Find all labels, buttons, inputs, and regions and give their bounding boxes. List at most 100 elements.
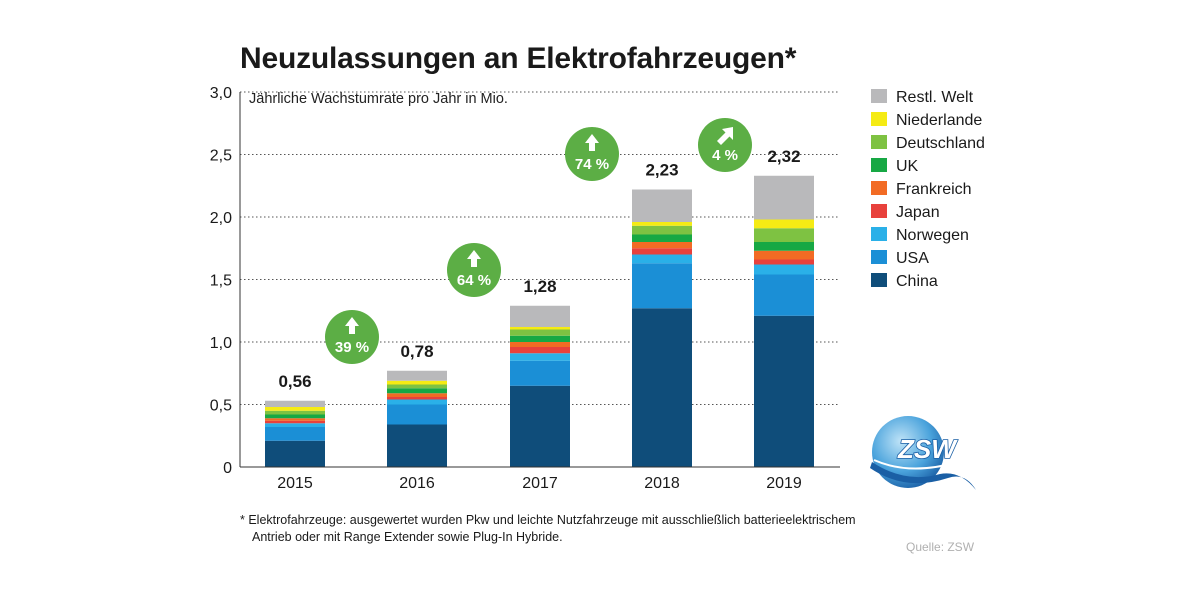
bar-segment-restl-welt-2017 bbox=[510, 305, 570, 327]
arrow-up-icon bbox=[585, 134, 599, 151]
bar-segment-china-2015 bbox=[265, 440, 325, 467]
legend-label: Restl. Welt bbox=[896, 89, 974, 106]
bar-segment-niederlande-2019 bbox=[754, 219, 814, 229]
logo-globe-icon bbox=[872, 416, 944, 488]
legend-swatch bbox=[871, 273, 887, 287]
legend-swatch bbox=[871, 227, 887, 241]
logo-swoosh-icon bbox=[870, 462, 976, 490]
arrow-up-icon bbox=[467, 250, 481, 267]
x-axis-ticks: 2015 2016 2017 2018 2019 bbox=[277, 475, 802, 492]
arrow-up-icon bbox=[345, 317, 359, 334]
x-tick-label: 2018 bbox=[644, 475, 680, 492]
legend: Restl. Welt Niederlande Deutschland UK Frank… bbox=[871, 89, 985, 290]
legend-swatch bbox=[871, 112, 887, 126]
bar-segment-deutschland-2019 bbox=[754, 228, 814, 242]
legend-swatch bbox=[871, 250, 887, 264]
total-label: 0,78 bbox=[400, 342, 433, 361]
bar-segment-deutschland-2015 bbox=[265, 410, 325, 415]
total-label: 2,23 bbox=[645, 161, 678, 180]
bar-segment-norwegen-2018 bbox=[632, 254, 692, 264]
bar-segment-deutschland-2018 bbox=[632, 225, 692, 235]
y-tick-label: 2,5 bbox=[210, 148, 232, 165]
footnote: * Elektrofahrzeuge: ausgewertet wurden P… bbox=[240, 512, 940, 546]
bar-segment-japan-2019 bbox=[754, 259, 814, 265]
total-label: 1,28 bbox=[523, 277, 556, 296]
legend-swatch bbox=[871, 158, 887, 172]
bar-segment-norwegen-2019 bbox=[754, 264, 814, 275]
bar-segment-usa-2019 bbox=[754, 274, 814, 316]
bar-segment-uk-2017 bbox=[510, 335, 570, 342]
legend-swatch bbox=[871, 204, 887, 218]
logo-stripe-icon bbox=[873, 459, 959, 470]
bar-segment-china-2019 bbox=[754, 315, 814, 467]
bar-segment-deutschland-2016 bbox=[387, 384, 447, 389]
legend-label: China bbox=[896, 273, 938, 290]
bar-segment-niederlande-2016 bbox=[387, 380, 447, 385]
legend-label: Norwegen bbox=[896, 227, 969, 244]
bar-segment-uk-2015 bbox=[265, 414, 325, 419]
footnote-line-1: * Elektrofahrzeuge: ausgewertet wurden P… bbox=[240, 513, 856, 527]
bar-segment-china-2018 bbox=[632, 308, 692, 467]
bar-segment-restl-welt-2019 bbox=[754, 175, 814, 220]
legend-label: USA bbox=[896, 250, 929, 267]
total-labels: 0,56 0,78 1,28 2,23 2,32 bbox=[278, 147, 800, 391]
bar-segment-china-2016 bbox=[387, 424, 447, 467]
source-label: Quelle: ZSW bbox=[906, 540, 975, 554]
bar-segment-uk-2018 bbox=[632, 234, 692, 242]
bar-segment-frankreich-2018 bbox=[632, 242, 692, 249]
growth-badge bbox=[698, 118, 752, 172]
arrow-up-right-icon bbox=[717, 127, 733, 145]
bar-segment-usa-2017 bbox=[510, 360, 570, 386]
bar-segment-japan-2015 bbox=[265, 420, 325, 424]
bar-segment-norwegen-2016 bbox=[387, 399, 447, 405]
logo-text: ZSW bbox=[897, 434, 958, 464]
bar-segment-japan-2016 bbox=[387, 397, 447, 400]
y-tick-label: 2,0 bbox=[210, 210, 232, 227]
growth-badge bbox=[565, 127, 619, 181]
growth-badge bbox=[447, 243, 501, 297]
bar-segment-frankreich-2017 bbox=[510, 342, 570, 347]
bar-segment-japan-2018 bbox=[632, 248, 692, 255]
bar-segment-niederlande-2017 bbox=[510, 327, 570, 330]
chart-subtitle: Jährliche Wachstumrate pro Jahr in Mio. bbox=[249, 91, 508, 107]
growth-badge-label: 64 % bbox=[457, 272, 491, 289]
bar-segment-frankreich-2019 bbox=[754, 250, 814, 260]
y-tick-label: 0,5 bbox=[210, 398, 232, 415]
bar-segment-restl-welt-2018 bbox=[632, 189, 692, 222]
bar-segment-norwegen-2015 bbox=[265, 423, 325, 427]
legend-label: UK bbox=[896, 158, 919, 175]
x-tick-label: 2019 bbox=[766, 475, 802, 492]
total-label: 2,32 bbox=[767, 147, 800, 166]
bar-segment-uk-2019 bbox=[754, 242, 814, 251]
legend-label: Frankreich bbox=[896, 181, 972, 198]
bar-segment-niederlande-2015 bbox=[265, 407, 325, 411]
bar-segment-niederlande-2018 bbox=[632, 222, 692, 226]
growth-badge-label: 4 % bbox=[712, 147, 738, 164]
bar-segment-usa-2016 bbox=[387, 404, 447, 425]
bar-segment-restl-welt-2015 bbox=[265, 400, 325, 407]
y-tick-label: 3,0 bbox=[210, 85, 232, 102]
y-tick-label: 0 bbox=[223, 460, 232, 477]
bar-segment-usa-2018 bbox=[632, 263, 692, 309]
x-tick-label: 2015 bbox=[277, 475, 313, 492]
chart-title: Neuzulassungen an Elektrofahrzeugen* bbox=[240, 42, 797, 75]
total-label: 0,56 bbox=[278, 372, 311, 391]
bar-segment-frankreich-2016 bbox=[387, 393, 447, 397]
bar-segment-uk-2016 bbox=[387, 388, 447, 394]
growth-badge-label: 39 % bbox=[335, 339, 369, 356]
legend-label: Japan bbox=[896, 204, 940, 221]
y-tick-label: 1,0 bbox=[210, 335, 232, 352]
bar-segment-china-2017 bbox=[510, 385, 570, 467]
y-tick-label: 1,5 bbox=[210, 273, 232, 290]
bar-segment-norwegen-2017 bbox=[510, 353, 570, 361]
bar-segment-usa-2015 bbox=[265, 427, 325, 441]
legend-swatch bbox=[871, 135, 887, 149]
bar-segment-frankreich-2015 bbox=[265, 418, 325, 421]
y-axis-ticks: 0 0,5 1,0 1,5 2,0 2,5 3,0 bbox=[210, 85, 232, 477]
growth-badges: 39 % 64 % 74 % 4 % bbox=[325, 118, 752, 364]
growth-badge-label: 74 % bbox=[575, 156, 609, 173]
legend-swatch bbox=[871, 89, 887, 103]
footnote-line-2: Antrieb oder mit Range Extender sowie Pl… bbox=[252, 530, 563, 544]
legend-label: Niederlande bbox=[896, 112, 982, 129]
x-tick-label: 2016 bbox=[399, 475, 435, 492]
